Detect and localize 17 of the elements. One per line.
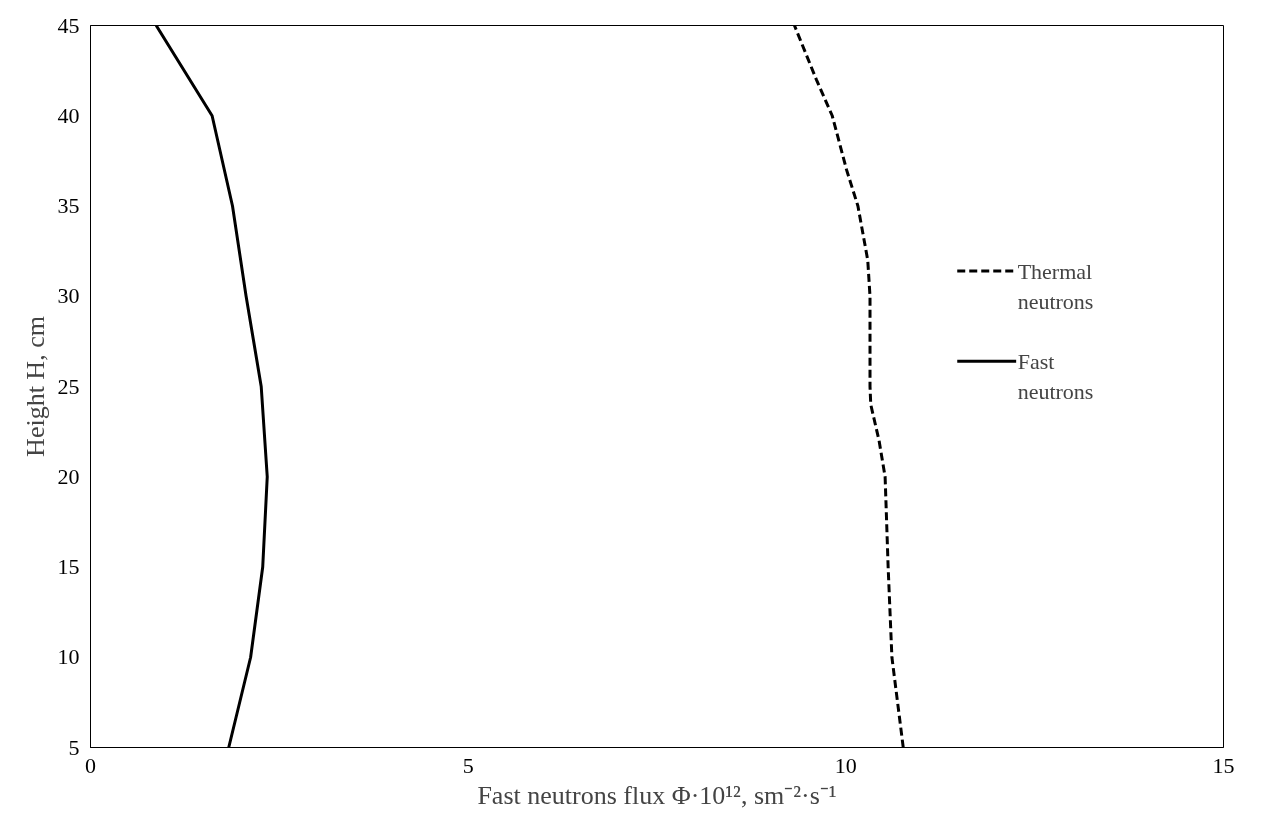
y-tick-label: 15 <box>57 554 80 579</box>
y-tick-label: 40 <box>57 102 80 128</box>
legend-label: Thermal neutrons <box>1017 258 1094 314</box>
legend-label: Fast neutrons <box>1017 349 1094 405</box>
x-tick-label: 15 <box>1212 752 1235 778</box>
y-tick-label: 30 <box>57 283 80 309</box>
y-tick-label: 20 <box>57 463 80 489</box>
x-tick-label: 0 <box>85 752 96 778</box>
x-tick-label: 5 <box>462 752 474 778</box>
y-axis-title: Height H, cm <box>20 316 50 457</box>
y-tick-label: 5 <box>68 734 80 760</box>
y-tick-label: 35 <box>57 193 80 218</box>
x-tick-label: 10 <box>834 752 857 778</box>
x-axis-title: Fast neutrons flux Φ·10¹², sm⁻²·s⁻¹ <box>477 780 837 810</box>
y-tick-label: 25 <box>57 373 80 399</box>
y-tick-label: 45 <box>57 12 80 38</box>
y-tick-label: 10 <box>57 644 80 670</box>
